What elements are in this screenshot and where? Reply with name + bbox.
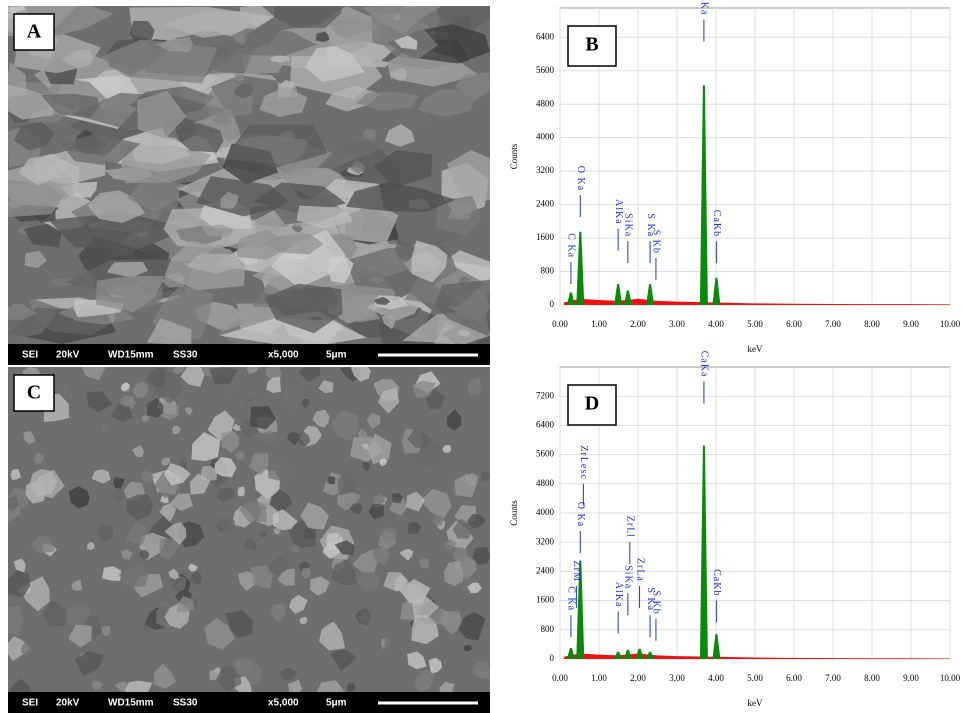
annotation: CaKb — [711, 210, 722, 237]
y-tick-label: 0 — [550, 653, 555, 663]
info-text: SEI — [22, 350, 38, 361]
x-tick-label: 3.00 — [669, 673, 685, 683]
x-tick-label: 6.00 — [786, 319, 802, 329]
x-tick-label: 0.00 — [552, 319, 568, 329]
x-tick-label: 10.00 — [940, 673, 961, 683]
x-tick-label: 5.00 — [747, 673, 763, 683]
x-tick-label: 3.00 — [669, 319, 685, 329]
info-text: x5,000 — [268, 698, 299, 709]
x-tick-label: 5.00 — [747, 319, 763, 329]
y-tick-label: 2400 — [536, 199, 555, 209]
x-tick-label: 1.00 — [591, 319, 607, 329]
x-tick-label: 7.00 — [825, 319, 841, 329]
x-tick-label: 9.00 — [903, 673, 919, 683]
x-tick-label: 8.00 — [864, 319, 880, 329]
annotation: O Ka — [575, 502, 586, 527]
annotation: AlKa — [613, 199, 624, 225]
y-axis-label: Counts — [509, 143, 519, 169]
annotation: ZrLa — [634, 558, 645, 582]
y-tick-label: 1600 — [536, 595, 555, 605]
info-text: WD15mm — [108, 698, 154, 709]
y-tick-label: 6400 — [536, 419, 555, 429]
y-tick-label: 4000 — [536, 132, 555, 142]
y-tick-label: 3200 — [536, 165, 555, 175]
info-text: x5,000 — [268, 350, 299, 361]
y-tick-label: 2400 — [536, 565, 555, 575]
y-tick-label: 800 — [541, 266, 555, 276]
panel-label: C — [27, 382, 41, 404]
texture — [141, 415, 149, 421]
panel-label: A — [27, 21, 42, 43]
annotation: CaKb — [711, 569, 722, 596]
y-tick-label: 4800 — [536, 478, 555, 488]
annotation: SiKa — [623, 565, 634, 589]
y-tick-label: 5600 — [536, 65, 555, 75]
x-axis-label: keV — [748, 344, 763, 354]
y-tick-label: 4800 — [536, 98, 555, 108]
x-tick-label: 6.00 — [786, 673, 802, 683]
x-tick-label: 9.00 — [903, 319, 919, 329]
info-text: SS30 — [173, 698, 198, 709]
y-tick-label: 5600 — [536, 449, 555, 459]
info-text: 20kV — [56, 698, 80, 709]
info-text: 5μm — [326, 350, 347, 361]
y-tick-label: 0 — [550, 299, 555, 309]
annotation: S Kb — [651, 590, 662, 614]
texture — [125, 681, 153, 692]
y-tick-label: 3200 — [536, 536, 555, 546]
x-tick-label: 2.00 — [630, 673, 646, 683]
x-axis-label: keV — [748, 698, 763, 708]
annotation: SiKa — [623, 213, 634, 237]
annotation: C Ka — [566, 586, 577, 611]
x-tick-label: 4.00 — [708, 319, 724, 329]
y-tick-label: 6400 — [536, 31, 555, 41]
info-text: SEI — [22, 698, 38, 709]
y-tick-label: 1600 — [536, 232, 555, 242]
info-text: SS30 — [173, 350, 198, 361]
annotation: O Ka — [575, 166, 586, 191]
x-tick-label: 8.00 — [864, 673, 880, 683]
y-tick-label: 4000 — [536, 507, 555, 517]
y-tick-label: 7200 — [536, 390, 555, 400]
annotation: CaKa — [699, 351, 710, 378]
annotation: ZrLesc — [578, 445, 589, 479]
panel-label: B — [585, 34, 598, 56]
annotation: AlKa — [613, 582, 624, 608]
x-tick-label: 0.00 — [552, 673, 568, 683]
figure: SEI 20kV WD15mm SS30 x5,000 5μm A SEI 20kV WD15mm… — [0, 0, 963, 713]
annotation: S Kb — [651, 230, 662, 254]
x-tick-label: 7.00 — [825, 673, 841, 683]
x-tick-label: 4.00 — [708, 673, 724, 683]
annotation: ZrLl — [625, 516, 636, 538]
x-tick-label: 10.00 — [940, 319, 961, 329]
annotation: ZrM — [571, 561, 582, 582]
y-tick-label: 800 — [541, 624, 555, 634]
annotation: CaKa — [699, 0, 710, 15]
panel-label: D — [585, 393, 599, 415]
x-tick-label: 2.00 — [630, 319, 646, 329]
annotation: C Ka — [566, 233, 577, 258]
info-text: 20kV — [56, 350, 80, 361]
info-text: 5μm — [326, 698, 347, 709]
y-axis-label: Counts — [509, 500, 519, 526]
x-tick-label: 1.00 — [591, 673, 607, 683]
info-text: WD15mm — [108, 350, 154, 361]
